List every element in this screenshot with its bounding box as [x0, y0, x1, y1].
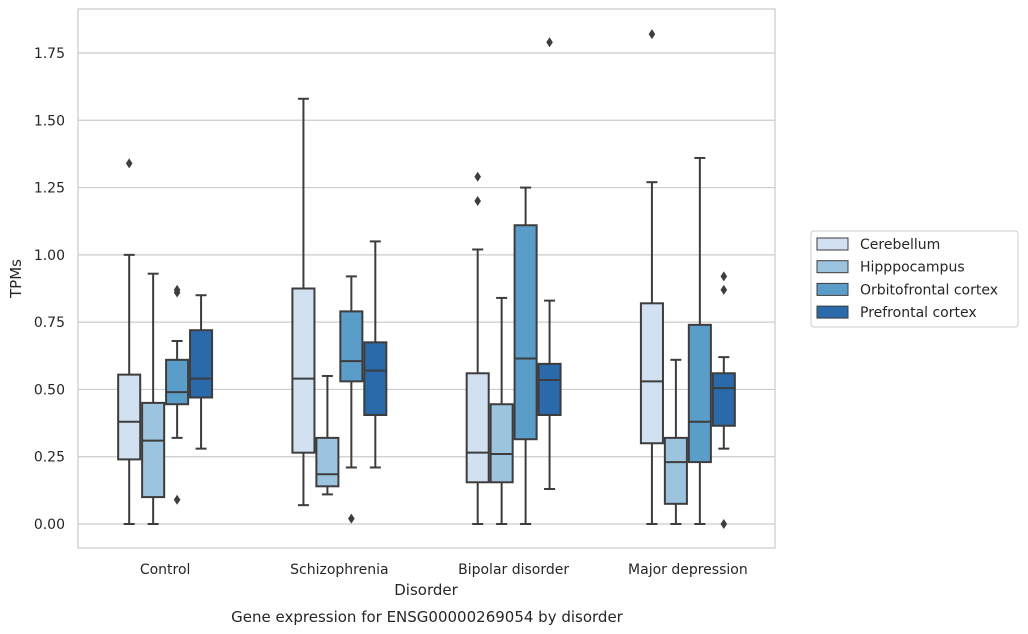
iqr-box [339, 310, 364, 383]
iqr-box [513, 224, 538, 441]
outlier-point [720, 519, 728, 529]
y-tick-label: 1.75 [34, 46, 65, 62]
legend-label: Hipppocampus [860, 260, 965, 276]
y-tick-label: 0.75 [34, 315, 65, 331]
box-0-0 [117, 158, 142, 525]
box-3-2 [687, 156, 712, 525]
outlier-point [348, 513, 355, 524]
box-1-1 [315, 374, 340, 496]
iqr-box [189, 329, 214, 399]
legend-label: Prefrontal cortex [860, 305, 977, 321]
box-1-2 [339, 275, 364, 524]
iqr-box [291, 287, 316, 454]
x-tick-label: Control [140, 562, 191, 578]
legend-swatch [816, 237, 849, 251]
iqr-box [165, 358, 190, 406]
plot-frame [77, 8, 776, 549]
y-tick-label: 1.00 [34, 248, 65, 264]
legend-swatch [816, 260, 849, 274]
box-2-0 [465, 171, 490, 525]
chart-caption: Gene expression for ENSG00000269054 by d… [231, 608, 624, 626]
boxes-layer [117, 29, 736, 529]
iqr-box [465, 372, 490, 484]
box-2-2 [513, 186, 538, 525]
legend-swatch [816, 282, 849, 296]
x-tick-label: Schizophrenia [290, 562, 388, 578]
outlier-point [173, 284, 181, 295]
y-tick-label: 1.50 [34, 113, 65, 129]
outlier-point [125, 158, 133, 169]
iqr-box [489, 403, 514, 484]
outlier-point [474, 196, 481, 207]
outlier-point [546, 37, 553, 48]
x-tick-labels: Control Schizophrenia Bipolar disorder Majo… [140, 562, 748, 578]
outlier-point [648, 29, 656, 40]
box-2-3 [537, 37, 562, 491]
y-tick-label: 1.25 [34, 181, 65, 197]
y-tick-labels: 0.00 0.25 0.50 0.75 1.00 1.25 1.50 1.75 [34, 46, 65, 533]
iqr-box [117, 373, 142, 461]
box-3-1 [663, 358, 688, 525]
y-axis-title: TPMs [7, 259, 25, 299]
box-1-3 [363, 240, 388, 469]
iqr-box [141, 401, 166, 499]
legend-label: Orbitofrontal cortex [860, 282, 998, 298]
legend-swatch [816, 305, 849, 319]
legend-label: Cerebellum [860, 237, 940, 253]
x-tick-label: Bipolar disorder [458, 562, 569, 578]
outlier-point [474, 171, 481, 182]
box-0-2 [165, 284, 190, 505]
box-3-3 [711, 271, 736, 529]
box-0-1 [141, 272, 166, 525]
iqr-box [687, 323, 712, 464]
legend: Cerebellum Hipppocampus Orbitofrontal cort… [810, 230, 1019, 328]
iqr-box [537, 362, 562, 416]
iqr-box [363, 341, 388, 416]
x-tick-label: Major depression [628, 562, 748, 578]
box-1-0 [291, 97, 316, 507]
iqr-box [663, 436, 688, 505]
iqr-box [711, 372, 736, 427]
outlier-point [720, 271, 728, 282]
outlier-point [173, 494, 181, 505]
y-tick-label: 0.00 [34, 517, 65, 533]
y-tick-label: 0.50 [34, 382, 65, 398]
box-0-3 [189, 294, 214, 450]
iqr-box [639, 302, 664, 445]
iqr-box [315, 436, 340, 488]
legend-frame [810, 230, 1019, 328]
box-3-0 [639, 29, 664, 525]
x-axis-title: Disorder [394, 581, 458, 599]
y-tick-label: 0.25 [34, 450, 65, 466]
box-2-1 [489, 296, 514, 525]
outlier-point [720, 284, 728, 295]
